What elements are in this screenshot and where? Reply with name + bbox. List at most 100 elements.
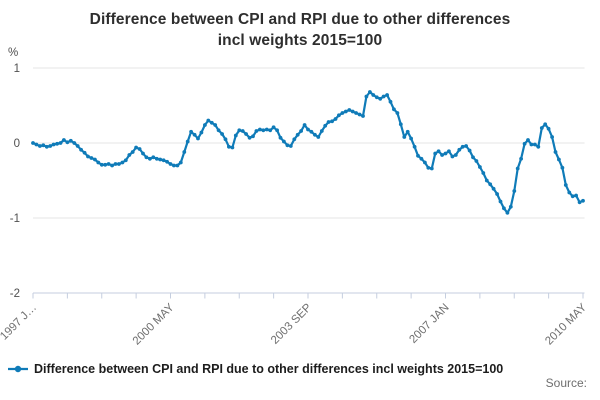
data-point-marker [178, 160, 183, 165]
data-point-marker [89, 156, 94, 160]
data-point-marker [563, 183, 568, 187]
data-point-marker [203, 123, 207, 127]
data-point-marker [158, 157, 163, 162]
data-point-marker [426, 165, 431, 170]
data-point-marker [553, 150, 558, 154]
data-point-marker [75, 144, 80, 148]
data-point-marker [357, 112, 362, 117]
data-point-marker [161, 158, 166, 163]
data-point-marker [467, 148, 472, 153]
data-point-marker [268, 128, 273, 133]
data-point-marker [113, 162, 118, 166]
data-point-marker [340, 111, 345, 115]
data-point-marker [230, 145, 235, 150]
data-point-marker [543, 122, 548, 127]
data-point-marker [34, 142, 39, 147]
data-point-marker [484, 178, 489, 183]
data-point-marker [574, 193, 578, 198]
data-point-marker [247, 135, 252, 140]
data-point-marker [189, 129, 194, 134]
data-point-marker [505, 210, 510, 215]
data-point-marker [443, 151, 448, 156]
data-point-marker [251, 134, 255, 139]
data-point-marker [457, 147, 462, 152]
data-point-marker [117, 162, 121, 166]
data-point-marker [515, 166, 520, 171]
data-point-marker [447, 149, 451, 154]
data-point-marker [93, 157, 97, 162]
data-point-marker [343, 109, 348, 114]
source-label: Source: [545, 376, 587, 390]
data-point-marker [539, 126, 544, 130]
data-point-marker [313, 132, 317, 137]
x-tick-label: 2000 MAY [131, 301, 177, 347]
data-point-marker [237, 128, 242, 133]
data-point-marker [196, 136, 200, 141]
data-point-marker [405, 129, 410, 134]
data-point-marker [220, 132, 225, 136]
data-point-marker [412, 144, 417, 149]
data-point-marker [172, 163, 176, 168]
data-point-marker [120, 160, 125, 165]
data-point-marker [254, 129, 259, 133]
data-point-marker [436, 149, 441, 154]
data-point-marker [471, 155, 475, 160]
data-point-marker [522, 141, 527, 146]
data-point-marker [526, 138, 530, 142]
data-point-marker [398, 122, 403, 127]
data-point-marker [213, 123, 218, 127]
data-point-marker [464, 144, 468, 148]
data-line[interactable] [31, 90, 585, 214]
x-tick-label: 2010 MAY [543, 301, 589, 347]
data-point-marker [206, 118, 211, 123]
data-point-marker [123, 158, 128, 163]
data-point-marker [65, 140, 70, 145]
legend-line-marker-icon [8, 365, 28, 372]
data-point-marker [347, 108, 352, 112]
data-point-marker [99, 162, 104, 167]
legend-label: Difference between CPI and RPI due to ot… [34, 361, 504, 376]
data-point-marker [278, 135, 283, 140]
legend-item[interactable]: Difference between CPI and RPI due to ot… [8, 360, 503, 377]
data-point-marker [433, 151, 438, 156]
y-tick-label: -2 [10, 288, 20, 300]
data-point-marker [354, 111, 358, 115]
data-point-marker [271, 125, 276, 130]
y-tick-label: 1 [14, 63, 20, 75]
data-point-marker [233, 133, 238, 138]
data-point-marker [337, 113, 341, 118]
data-point-marker [350, 109, 355, 114]
data-point-marker [581, 198, 585, 203]
data-point-marker [323, 123, 328, 128]
chart-title-line2: incl weights 2015=100 [217, 32, 383, 49]
data-point-marker [144, 155, 149, 160]
data-point-marker [478, 165, 482, 169]
y-tick-label: 0 [14, 138, 20, 150]
data-point-marker [450, 154, 455, 159]
data-point-marker [51, 142, 56, 147]
data-point-marker [371, 93, 376, 97]
data-point-marker [137, 147, 142, 151]
data-point-marker [364, 94, 369, 99]
data-point-marker [31, 141, 35, 145]
data-point-marker [48, 144, 53, 148]
data-point-marker [68, 138, 73, 143]
data-point-marker [292, 137, 297, 142]
data-point-marker [288, 144, 293, 148]
data-point-marker [368, 90, 372, 94]
data-point-marker [62, 138, 66, 142]
data-point-marker [488, 182, 493, 187]
data-point-marker [416, 153, 420, 158]
data-point-marker [440, 153, 444, 157]
data-point-marker [168, 162, 173, 166]
data-point-marker [557, 157, 561, 162]
data-point-marker [96, 160, 101, 165]
data-point-marker [402, 135, 407, 139]
data-point-marker [570, 194, 575, 199]
data-point-marker [154, 156, 159, 161]
data-point-marker [385, 93, 389, 97]
chart-title-line1: Difference between CPI and RPI due to ot… [89, 11, 511, 28]
data-point-marker [474, 159, 479, 163]
data-point-marker [508, 204, 513, 209]
chart-title: Difference between CPI and RPI due to ot… [0, 9, 600, 51]
